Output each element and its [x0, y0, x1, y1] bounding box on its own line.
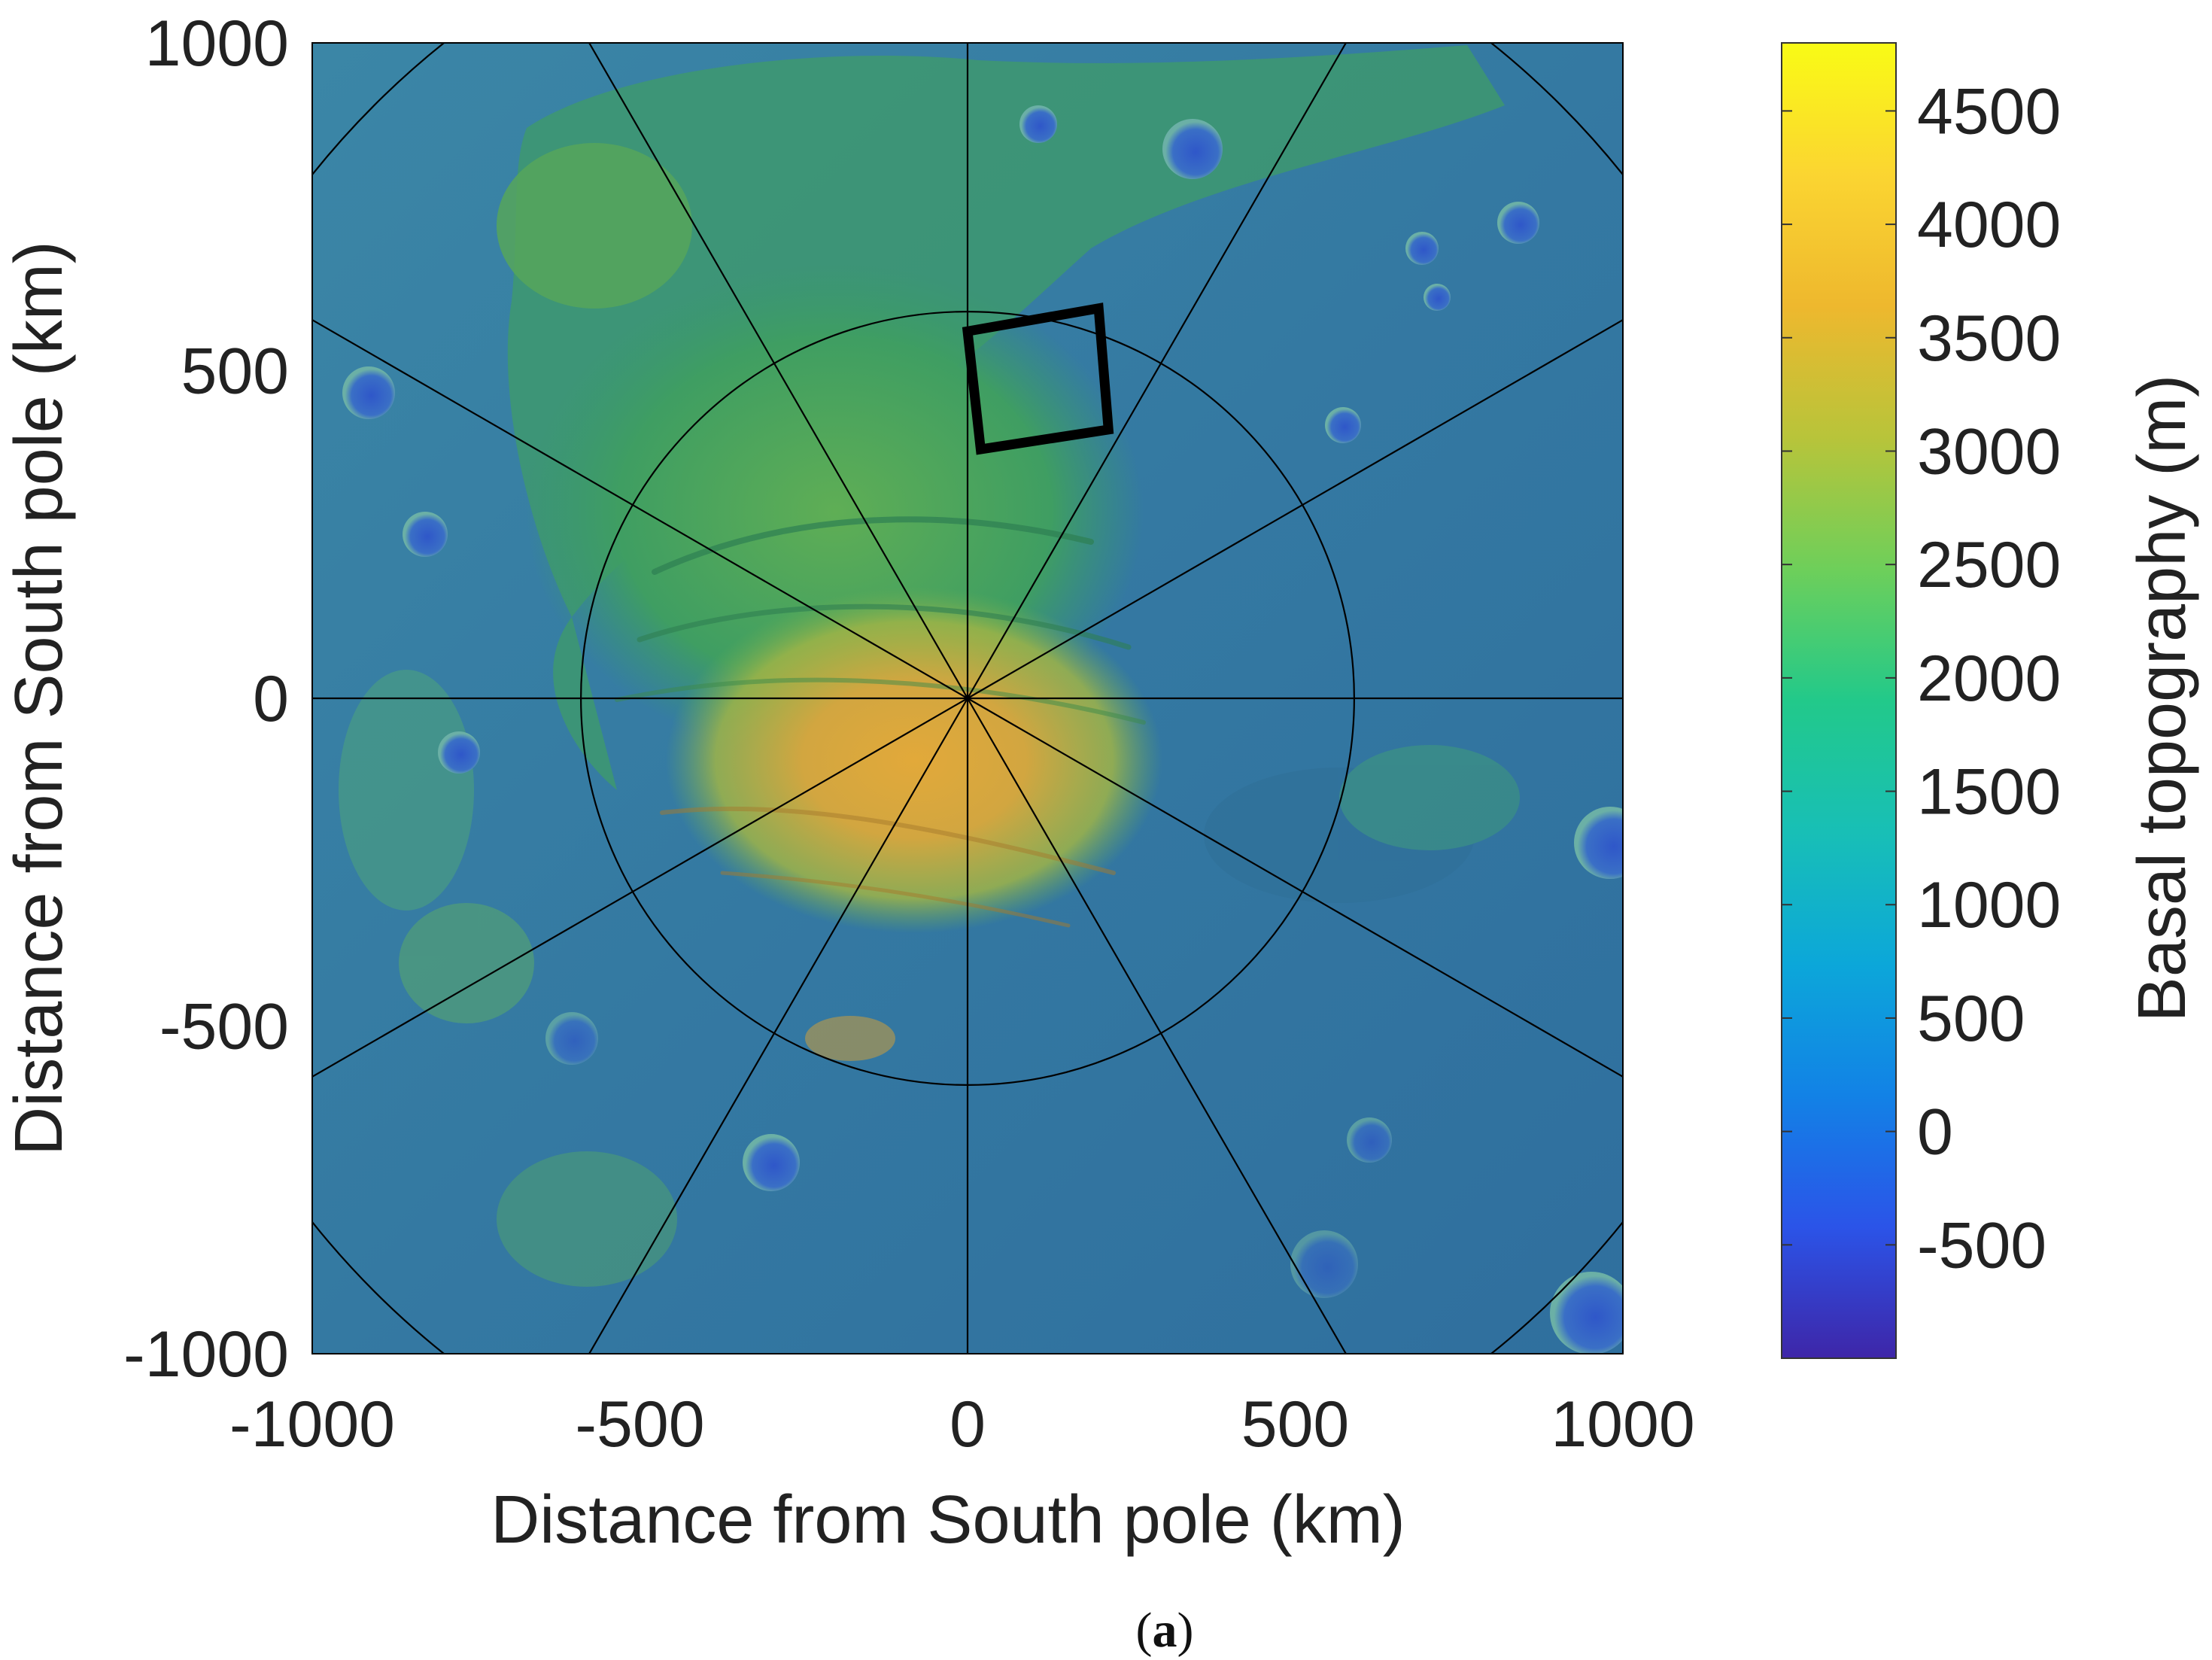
grid-spoke [967, 698, 1623, 1078]
colorbar-tick-label: 3000 [1917, 415, 2061, 488]
rugged-terrain [339, 670, 1520, 1287]
colorbar-tick-label: 2000 [1917, 643, 2061, 715]
colorbar-ticks: -500 0 500 1000 1500 2000 2500 3000 3500 4000 4500 [1782, 75, 2061, 1281]
highland-ridges [615, 516, 1146, 928]
grid-spoke [967, 318, 1623, 699]
grid-spoke [312, 318, 968, 699]
colorbar-gradient [1781, 42, 1897, 1359]
colorbar: -500 0 500 1000 1500 2000 2500 3000 3500 4000 4500… [1781, 42, 2200, 1359]
x-tick-label: 0 [950, 1388, 986, 1461]
caption-label: a [1153, 1603, 1177, 1658]
y-tick-label: 1000 [145, 8, 289, 80]
y-axis-ticks: -1000 -500 0 500 1000 [123, 8, 289, 1391]
colorbar-label: Basal topography (m) [2125, 375, 2200, 1022]
caption-open-paren: ( [1136, 1603, 1153, 1658]
x-axis-ticks: -1000 -500 0 500 1000 [229, 1388, 1695, 1461]
grid-spoke [588, 698, 968, 1354]
orange-dome [666, 587, 1162, 933]
colorbar-tick-label: 4500 [1917, 75, 2061, 147]
x-tick-label: -1000 [229, 1388, 395, 1461]
colorbar-tick-label: 2500 [1917, 529, 2061, 601]
polar-grid [312, 43, 1623, 1354]
colorbar-tick-label: 0 [1917, 1096, 1953, 1169]
colorbar-tick-label: 3500 [1917, 303, 2061, 375]
nw-lobe [497, 143, 692, 309]
craters [342, 105, 1623, 1354]
x-tick-label: -500 [575, 1388, 704, 1461]
map-panel [311, 42, 1624, 1354]
grid-spoke [588, 43, 968, 699]
grid-spoke [967, 43, 1348, 699]
colorbar-tick-label: 500 [1917, 983, 2025, 1055]
y-tick-label: -500 [160, 991, 289, 1063]
x-tick-label: 500 [1241, 1388, 1350, 1461]
region-box-annotation [962, 303, 1114, 455]
grid-spoke [967, 698, 1348, 1354]
colorbar-tick-label: 1000 [1917, 869, 2061, 941]
colorbar-tick-label: 4000 [1917, 189, 2061, 261]
x-tick-label: 1000 [1551, 1388, 1694, 1461]
y-tick-label: -1000 [123, 1318, 289, 1391]
northern-highland [507, 45, 1506, 790]
y-axis-title: Distance from South pole (km) [2, 241, 77, 1155]
y-tick-label: 0 [253, 663, 289, 735]
colorbar-tick-label: 1500 [1917, 756, 2061, 828]
y-tick-label: 500 [181, 336, 290, 408]
colorbar-tick-label: -500 [1917, 1209, 2046, 1281]
grid-spoke [312, 698, 968, 1078]
x-axis-title: Distance from South pole (km) [491, 1482, 1405, 1558]
plot-frame [311, 42, 1624, 1354]
caption-close-paren: ) [1177, 1603, 1194, 1658]
figure-caption: (a) [1136, 1603, 1194, 1658]
